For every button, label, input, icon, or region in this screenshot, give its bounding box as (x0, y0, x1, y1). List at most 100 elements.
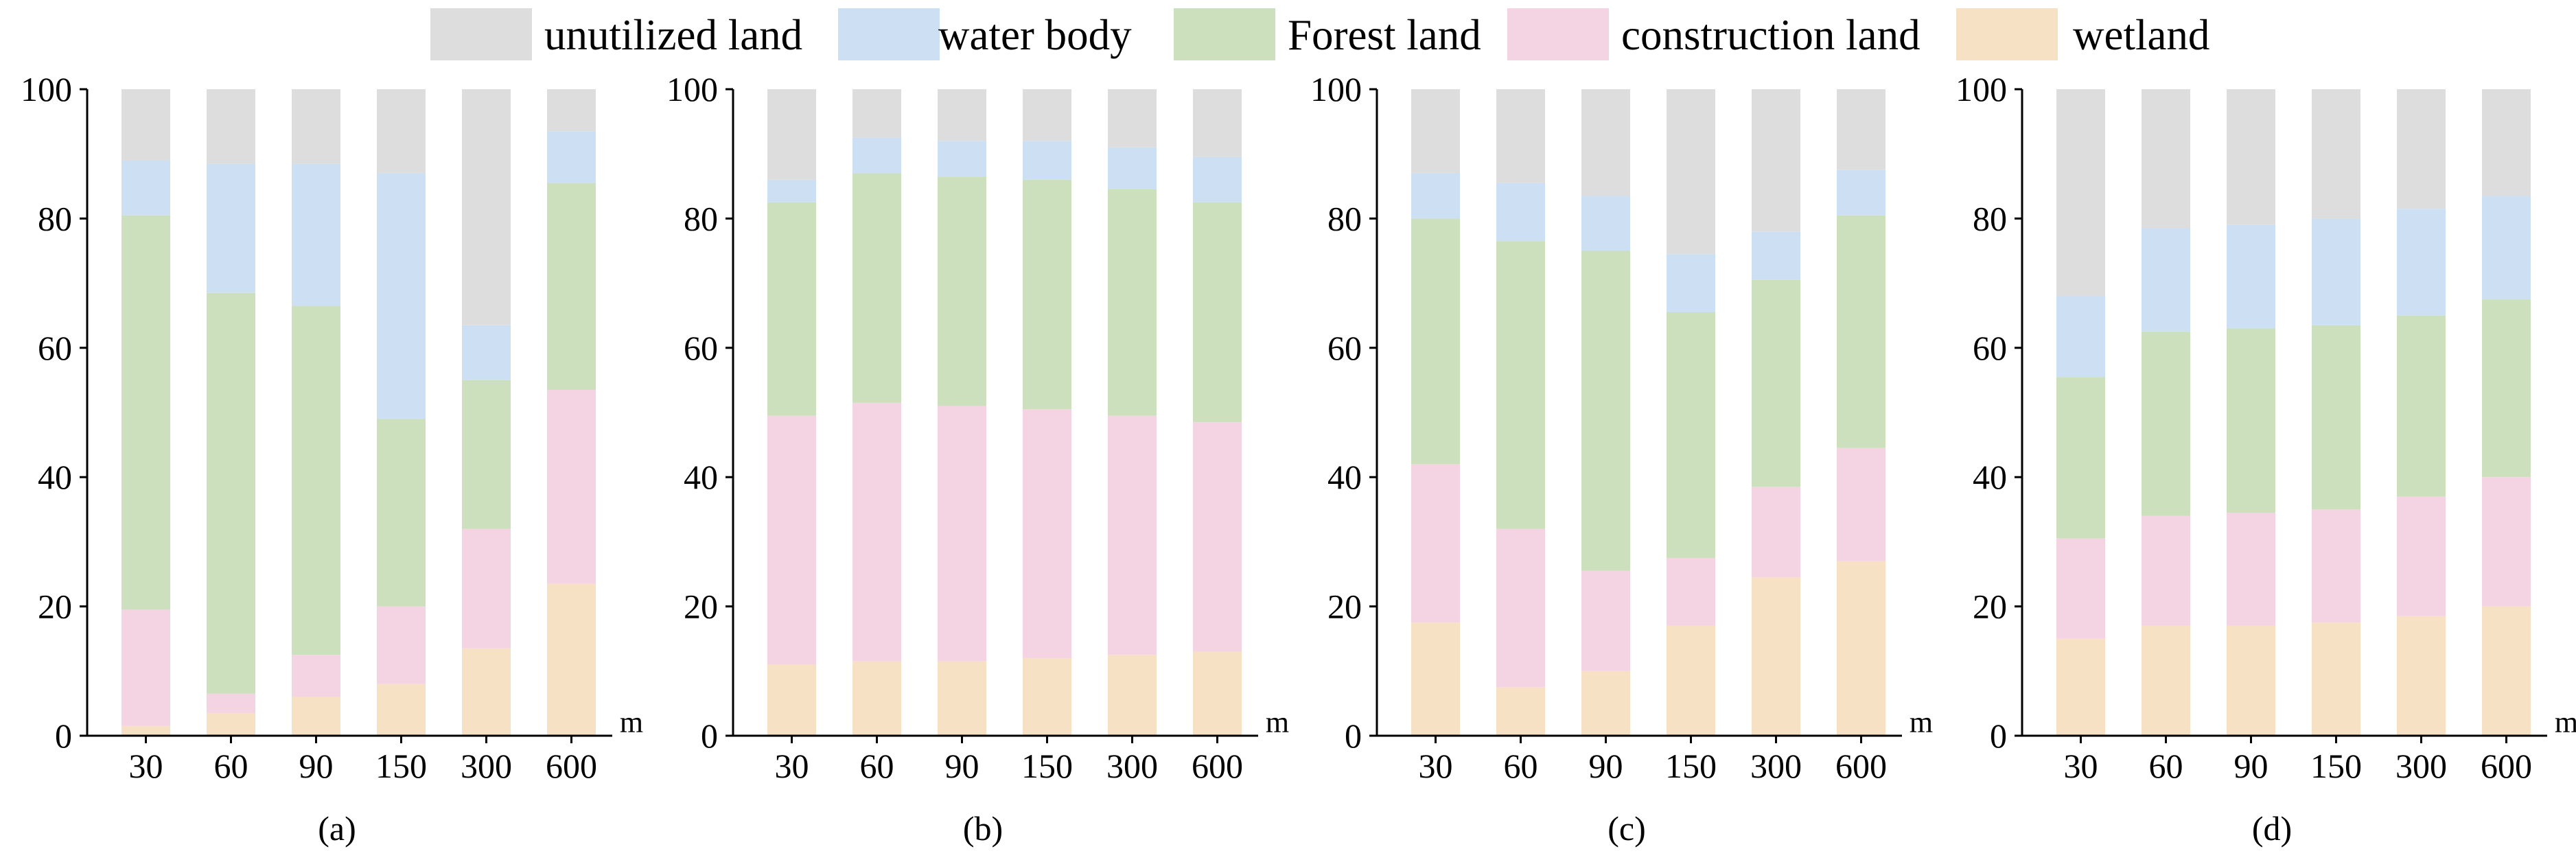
x-tick-label: 30 (129, 747, 163, 785)
x-tick-label: 90 (299, 747, 334, 785)
x-tick-label: 30 (1419, 747, 1453, 785)
legend-swatch-water (838, 8, 940, 60)
bar-segment-water-body-90 (292, 163, 340, 306)
y-tick-label: 20 (684, 587, 718, 626)
bar-segment-water-body-150 (1667, 254, 1715, 312)
bar-segment-water-body-90 (1581, 196, 1630, 251)
bar-segment-unutilized-land-300 (462, 89, 511, 325)
bar-segment-unutilized-land-150 (1023, 89, 1071, 141)
y-tick-label: 20 (1973, 587, 2007, 626)
bar-segment-construction-land-30 (767, 415, 816, 665)
legend-swatch-unutilized (430, 8, 532, 60)
bar-segment-construction-land-150 (1667, 557, 1715, 626)
bar-segment-water-body-150 (1023, 141, 1071, 180)
x-tick-label: 60 (2149, 747, 2183, 785)
legend-label-wetland: wetland (2073, 11, 2209, 59)
bar-segment-construction-land-600 (1837, 447, 1885, 561)
x-tick-label: 150 (375, 747, 427, 785)
bar-segment-unutilized-land-600 (2482, 89, 2531, 196)
legend-swatch-wetland (1956, 8, 2058, 60)
y-tick-label: 0 (1345, 717, 1362, 755)
y-tick-label: 0 (1990, 717, 2007, 755)
y-tick-label: 80 (1973, 199, 2007, 237)
bar-segment-Forest-land-300 (1752, 279, 1800, 487)
bar-segment-construction-land-60 (1496, 528, 1545, 688)
bar-segment-Forest-land-30 (767, 202, 816, 416)
bar-segment-construction-land-90 (292, 655, 340, 697)
x-tick-label: 150 (2310, 747, 2362, 785)
bar-segment-Forest-land-60 (2142, 331, 2190, 516)
bar-segment-Forest-land-150 (1023, 179, 1071, 410)
bar-segment-Forest-land-600 (1193, 202, 1242, 423)
bar-segment-construction-land-90 (938, 406, 986, 662)
bar-segment-wetland-150 (377, 684, 426, 736)
bar-segment-water-body-600 (1193, 156, 1242, 202)
bar-segment-unutilized-land-60 (1496, 89, 1545, 183)
bar-segment-water-body-150 (2312, 218, 2360, 325)
legend-swatch-construction (1507, 8, 1609, 60)
y-tick-label: 40 (1973, 458, 2007, 496)
y-tick-label: 60 (38, 329, 72, 367)
x-tick-label: 600 (1835, 747, 1887, 785)
y-tick-label: 80 (1327, 199, 1362, 237)
legend-label-water: water body (938, 11, 1132, 59)
legend: unutilized land water body Forest land cons… (430, 8, 2209, 60)
bar-segment-Forest-land-300 (462, 380, 511, 529)
bar-segment-unutilized-land-30 (1411, 89, 1460, 174)
bar-segment-Forest-land-150 (377, 419, 426, 607)
x-tick-label: 90 (945, 747, 979, 785)
bar-segment-water-body-300 (462, 325, 511, 380)
bar-segment-Forest-land-60 (1496, 241, 1545, 529)
bar-segment-construction-land-600 (2482, 477, 2531, 607)
x-unit-label: m (2555, 706, 2576, 739)
bar-segment-Forest-land-90 (292, 305, 340, 655)
y-tick-label: 40 (38, 458, 72, 496)
bar-segment-water-body-300 (1108, 147, 1157, 190)
bar-segment-water-body-300 (2397, 209, 2446, 316)
bar-segment-wetland-90 (2227, 625, 2275, 736)
bar-segment-Forest-land-30 (121, 215, 170, 610)
bar-segment-construction-land-300 (462, 528, 511, 649)
bar-segment-Forest-land-60 (852, 173, 901, 403)
y-tick-label: 40 (1327, 458, 1362, 496)
x-tick-label: 150 (1665, 747, 1717, 785)
x-tick-label: 300 (1106, 747, 1158, 785)
bar-segment-water-body-60 (852, 137, 901, 174)
y-tick-label: 100 (1956, 70, 2007, 108)
bar-segment-unutilized-land-60 (207, 89, 255, 164)
x-tick-label: 60 (214, 747, 248, 785)
bar-segment-construction-land-90 (1581, 570, 1630, 671)
panel-a: 30 60 90 150 300 600 0 20 40 60 80 100 m (a) (21, 70, 643, 848)
bar-segment-water-body-600 (2482, 196, 2531, 300)
x-tick-label: 30 (775, 747, 809, 785)
bar-segment-wetland-300 (462, 648, 511, 736)
bar-segment-wetland-90 (938, 661, 986, 736)
bar-segment-unutilized-land-600 (1193, 89, 1242, 157)
bar-segment-wetland-90 (1581, 671, 1630, 736)
x-tick-label: 30 (2064, 747, 2098, 785)
bar-segment-water-body-30 (2056, 296, 2105, 377)
y-tick-label: 40 (684, 458, 718, 496)
bar-segment-wetland-90 (292, 697, 340, 736)
bar-segment-construction-land-90 (2227, 513, 2275, 626)
bar-segment-unutilized-land-60 (852, 89, 901, 138)
panel-label: (d) (2252, 809, 2292, 848)
bar-segment-construction-land-300 (1752, 487, 1800, 578)
y-tick-label: 100 (1310, 70, 1362, 108)
legend-label-unutilized: unutilized land (544, 11, 802, 59)
bar-segment-unutilized-land-90 (292, 89, 340, 164)
y-tick-label: 80 (684, 199, 718, 237)
bar-segment-wetland-600 (1837, 561, 1885, 736)
bar-segment-water-body-60 (207, 163, 255, 293)
bar-segment-Forest-land-60 (207, 292, 255, 694)
x-unit-label: m (1266, 706, 1289, 739)
x-tick-label: 60 (1504, 747, 1538, 785)
bar-segment-construction-land-30 (2056, 538, 2105, 639)
bar-segment-water-body-600 (547, 131, 596, 183)
bar-segment-wetland-300 (1108, 655, 1157, 736)
bar-segment-Forest-land-600 (1837, 215, 1885, 448)
y-tick-label: 60 (684, 329, 718, 367)
y-tick-label: 60 (1973, 329, 2007, 367)
